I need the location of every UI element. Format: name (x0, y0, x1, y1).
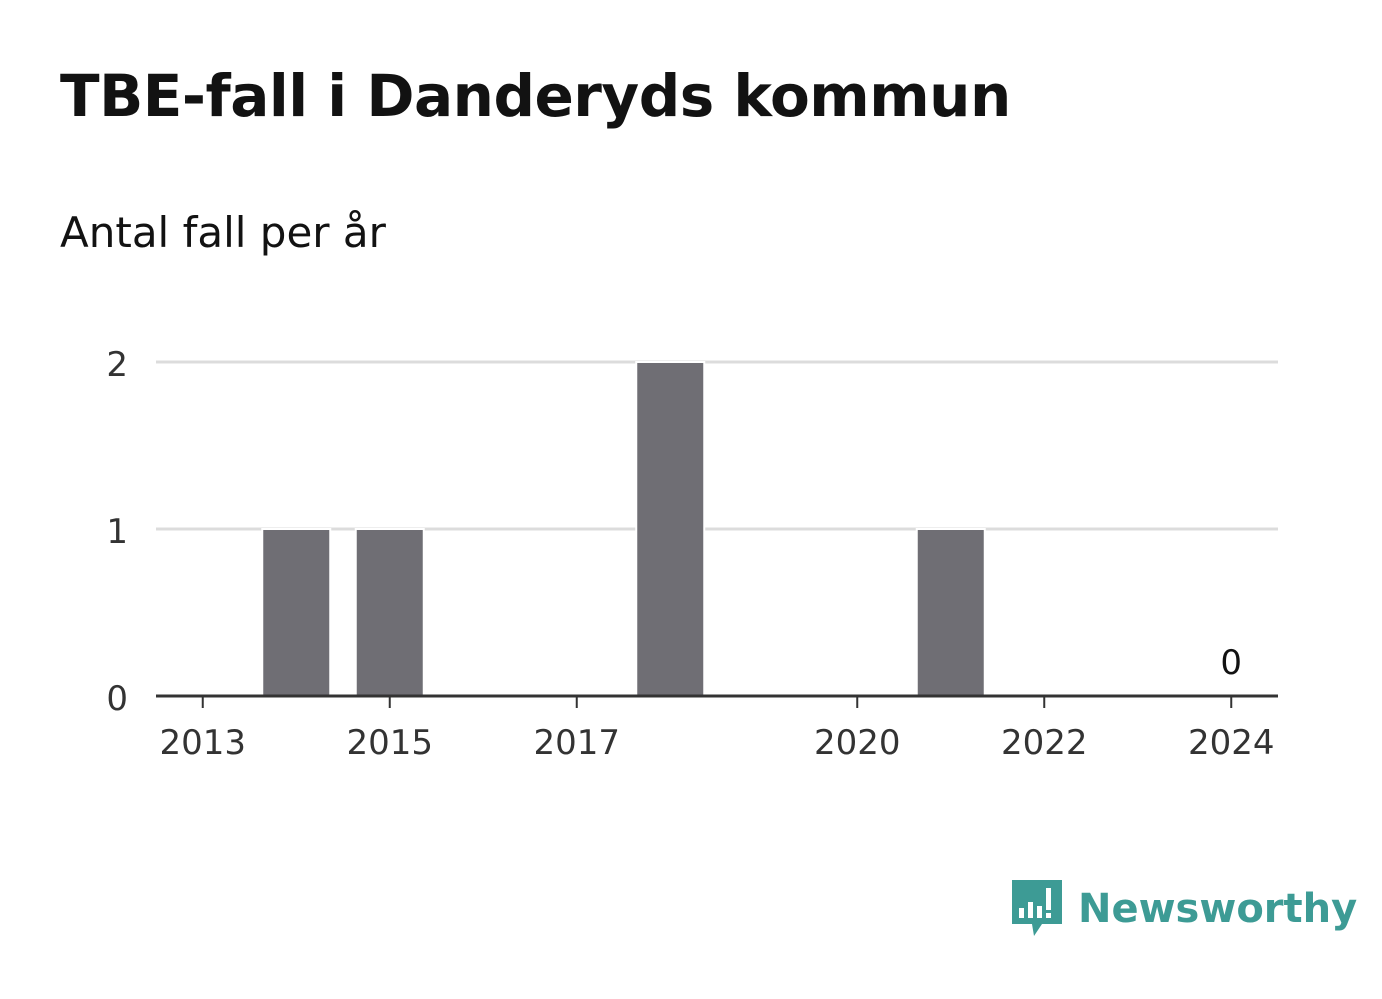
y-tick-label: 1 (106, 512, 128, 552)
bar-2014 (261, 528, 332, 697)
data-label: 0 (1220, 643, 1242, 683)
x-tick-label: 2015 (346, 723, 433, 763)
x-axis (156, 694, 1278, 708)
bars (261, 361, 986, 697)
brand-logo: Newsworthy (1010, 878, 1357, 940)
x-tick-label: 2013 (159, 723, 246, 763)
x-tick-label: 2022 (1001, 723, 1088, 763)
bar-chart-speech-bubble-icon (1012, 880, 1062, 936)
tick-labels: 0 1 2 2013 2015 2017 2020 2022 2024 0 (106, 345, 1274, 763)
x-tick-label: 2024 (1188, 723, 1275, 763)
y-tick-label: 0 (106, 679, 128, 719)
bar-2015 (354, 528, 425, 697)
x-tick-label: 2017 (533, 723, 620, 763)
x-tick-label: 2020 (814, 723, 901, 763)
bar-2021 (915, 528, 986, 697)
bar-2018 (635, 361, 706, 697)
brand-name: Newsworthy (1078, 886, 1358, 932)
chart-subtitle: Antal fall per år (60, 208, 386, 257)
chart-title: TBE-fall i Danderyds kommun (60, 62, 1011, 130)
y-tick-label: 2 (106, 345, 128, 385)
gridlines (156, 360, 1278, 531)
